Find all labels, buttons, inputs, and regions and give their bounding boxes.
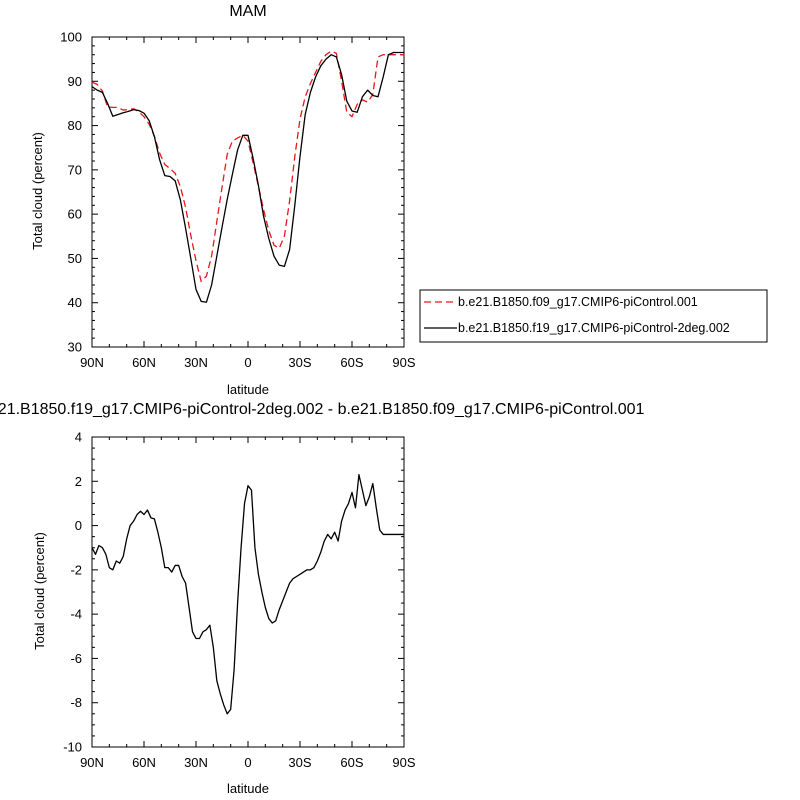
series-line-2-1 [91,473,404,715]
legend-box [419,289,768,343]
x-tick-label: 30N [184,355,208,370]
y-tick-label: 4 [75,430,82,445]
legend-label-series-1: b.e21.B1850.f09_g17.CMIP6-piControl.001 [458,295,698,309]
y-tick-label: -6 [70,651,82,666]
y-tick-label: 100 [60,30,82,45]
legend: b.e21.B1850.f09_g17.CMIP6-piControl.001 … [419,289,768,343]
x-tick-label: 60N [132,355,156,370]
series-line-1-2 [91,51,404,303]
x-axis-label-bottom: latitude [227,781,269,796]
y-tick-label: 40 [68,295,82,310]
y-tick-label: 70 [68,162,82,177]
chart-title-bottom: b.e21.B1850.f19_g17.CMIP6-piControl-2deg… [0,401,645,418]
y-tick-label: 0 [75,518,82,533]
legend-label-series-2: b.e21.B1850.f19_g17.CMIP6-piControl-2deg… [458,321,730,335]
x-axis-label-top: latitude [227,382,269,397]
x-tick-label: 90S [392,355,415,370]
plot-frame-bottom [91,436,405,748]
x-tick-label: 30S [288,755,311,770]
y-tick-label: -2 [70,562,82,577]
top-chart-panel: MAM 90N 60N 30N 0 30S 60S 90S 30 40 50 60 70 80 90 100… [30,3,768,397]
y-tick-label: 60 [68,207,82,222]
y-axis-label-bottom: Total cloud (percent) [32,532,47,650]
y-tick-label: -4 [70,607,82,622]
y-axis-label-top: Total cloud (percent) [30,132,45,250]
x-tick-label: 90N [80,755,104,770]
chart-title-top: MAM [229,3,266,20]
y-tick-label: -10 [63,740,82,755]
y-tick-label: 80 [68,118,82,133]
y-tick-label: -8 [70,695,82,710]
series-line-1-1 [91,50,404,283]
x-tick-label: 60S [340,755,363,770]
plot-frame-top [91,36,405,348]
x-tick-label: 90S [392,755,415,770]
bottom-chart-panel: b.e21.B1850.f19_g17.CMIP6-piControl-2deg… [0,401,645,796]
y-tick-label: 50 [68,251,82,266]
x-tick-label: 30S [288,355,311,370]
y-tick-label: 90 [68,74,82,89]
y-tick-label: 30 [68,340,82,355]
x-tick-label: 60N [132,755,156,770]
x-tick-label: 90N [80,355,104,370]
x-tick-label: 0 [244,755,251,770]
x-tick-label: 60S [340,355,363,370]
x-tick-label: 0 [244,355,251,370]
y-tick-label: 2 [75,474,82,489]
x-tick-label: 30N [184,755,208,770]
